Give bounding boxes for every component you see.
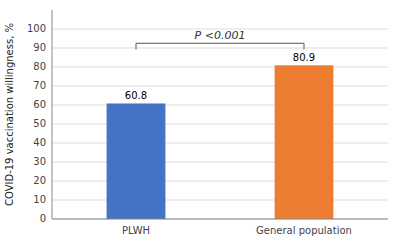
x-tick-label: PLWH (122, 225, 150, 236)
grid-line (52, 124, 388, 125)
bar (107, 103, 166, 219)
y-tick-label: 70 (33, 80, 46, 91)
y-tick-label: 90 (33, 42, 46, 53)
y-tick-label: 40 (33, 137, 46, 148)
y-tick-label: 100 (27, 23, 46, 34)
y-axis-label: COVID-19 vaccination willingness, % (4, 23, 15, 206)
bars (107, 65, 334, 219)
chart-container: 0 10 20 30 40 50 60 70 80 90 100 60.8 80.9 PLWH Genera… (0, 0, 400, 243)
grid-line (52, 67, 388, 68)
y-tick-label: 10 (33, 194, 46, 205)
grid-line (52, 219, 388, 220)
bar (275, 65, 334, 219)
grid-line (52, 162, 388, 163)
y-tick-label: 50 (33, 118, 46, 129)
chart-svg: 0 10 20 30 40 50 60 70 80 90 100 60.8 80.9 PLWH Genera… (0, 0, 400, 243)
grid-line (52, 48, 388, 49)
x-axis-line (52, 219, 388, 220)
grid-line (52, 86, 388, 87)
data-label: 80.9 (293, 52, 315, 63)
annotation: P <0.001 (195, 29, 246, 42)
grid-line (52, 181, 388, 182)
grid-line (52, 200, 388, 201)
y-axis-line (52, 10, 53, 219)
y-tick-label: 80 (33, 61, 46, 72)
y-tick-label: 0 (40, 213, 46, 224)
significance-bracket (136, 43, 304, 49)
x-tick-label: General population (256, 225, 352, 236)
y-tick-label: 20 (33, 175, 46, 186)
data-label: 60.8 (125, 90, 147, 101)
grid-line (52, 143, 388, 144)
y-tick-label: 30 (33, 156, 46, 167)
grid (52, 29, 388, 219)
y-tick-label: 60 (33, 99, 46, 110)
grid-line (52, 105, 388, 106)
